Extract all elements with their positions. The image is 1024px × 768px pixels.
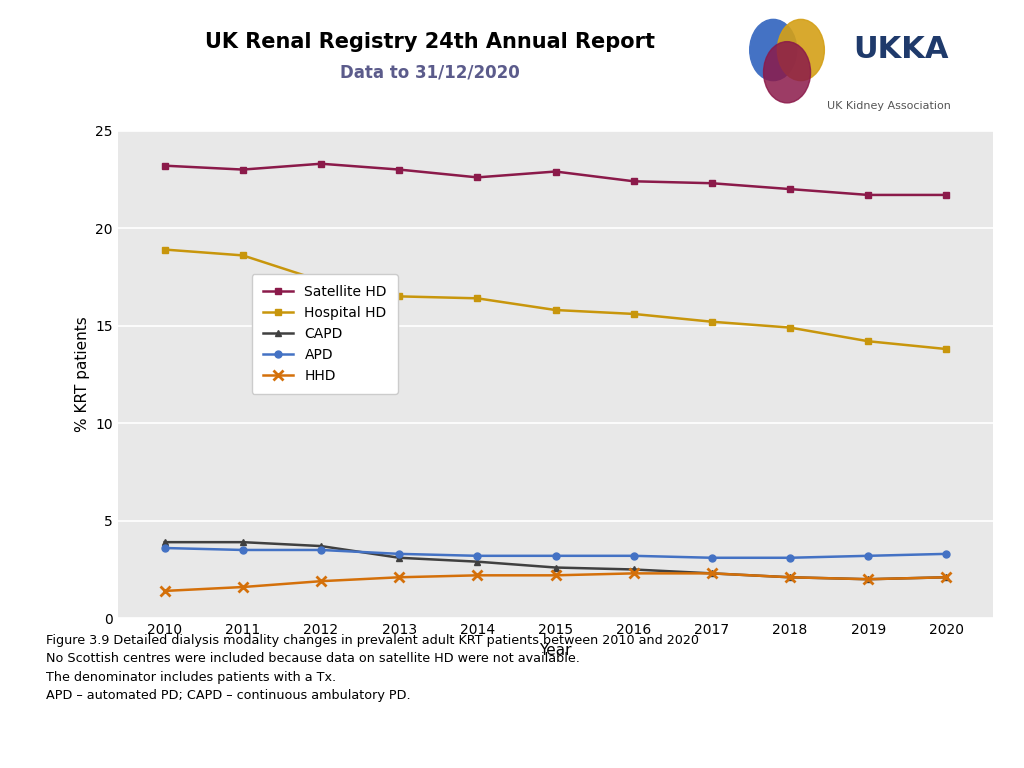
- Line: CAPD: CAPD: [161, 538, 950, 583]
- APD: [159, 544, 171, 553]
- Ellipse shape: [764, 41, 811, 103]
- Satellite HD: [549, 167, 561, 176]
- Line: HHD: HHD: [160, 568, 951, 596]
- APD: [862, 551, 874, 561]
- Hospital HD: [237, 251, 249, 260]
- Hospital HD: [862, 336, 874, 346]
- CAPD: [314, 541, 327, 551]
- APD: [314, 545, 327, 554]
- Text: UKKA: UKKA: [853, 35, 949, 65]
- HHD: [628, 569, 640, 578]
- Hospital HD: [159, 245, 171, 254]
- HHD: [393, 573, 406, 582]
- HHD: [237, 582, 249, 591]
- Text: UK Kidney Association: UK Kidney Association: [827, 101, 951, 111]
- APD: [549, 551, 561, 561]
- CAPD: [862, 574, 874, 584]
- Line: Satellite HD: Satellite HD: [161, 161, 950, 198]
- Text: UK Renal Registry 24th Annual Report: UK Renal Registry 24th Annual Report: [205, 32, 655, 52]
- X-axis label: Year: Year: [540, 643, 571, 657]
- Text: Data to 31/12/2020: Data to 31/12/2020: [340, 64, 520, 82]
- CAPD: [628, 565, 640, 574]
- HHD: [314, 577, 327, 586]
- CAPD: [940, 573, 952, 582]
- Line: APD: APD: [161, 545, 950, 561]
- APD: [628, 551, 640, 561]
- Ellipse shape: [750, 19, 797, 81]
- Hospital HD: [549, 306, 561, 315]
- HHD: [471, 571, 483, 580]
- APD: [784, 553, 797, 562]
- APD: [471, 551, 483, 561]
- Ellipse shape: [777, 19, 824, 81]
- Satellite HD: [393, 165, 406, 174]
- APD: [393, 549, 406, 558]
- Satellite HD: [314, 159, 327, 168]
- Satellite HD: [784, 184, 797, 194]
- APD: [940, 549, 952, 558]
- Hospital HD: [784, 323, 797, 333]
- Hospital HD: [940, 344, 952, 353]
- APD: [237, 545, 249, 554]
- HHD: [159, 586, 171, 595]
- CAPD: [784, 573, 797, 582]
- HHD: [784, 573, 797, 582]
- HHD: [862, 574, 874, 584]
- CAPD: [549, 563, 561, 572]
- APD: [706, 553, 718, 562]
- Satellite HD: [628, 177, 640, 186]
- CAPD: [159, 538, 171, 547]
- Hospital HD: [628, 310, 640, 319]
- Satellite HD: [471, 173, 483, 182]
- Satellite HD: [706, 179, 718, 188]
- Hospital HD: [706, 317, 718, 326]
- Hospital HD: [314, 276, 327, 286]
- Hospital HD: [393, 292, 406, 301]
- Hospital HD: [471, 293, 483, 303]
- HHD: [706, 569, 718, 578]
- Y-axis label: % KRT patients: % KRT patients: [75, 316, 90, 432]
- HHD: [549, 571, 561, 580]
- Satellite HD: [237, 165, 249, 174]
- Line: Hospital HD: Hospital HD: [161, 246, 950, 353]
- CAPD: [471, 557, 483, 566]
- Legend: Satellite HD, Hospital HD, CAPD, APD, HHD: Satellite HD, Hospital HD, CAPD, APD, HH…: [252, 274, 398, 394]
- CAPD: [393, 553, 406, 562]
- Satellite HD: [159, 161, 171, 170]
- Text: Figure 3.9 Detailed dialysis modality changes in prevalent adult KRT patients be: Figure 3.9 Detailed dialysis modality ch…: [46, 634, 699, 702]
- HHD: [940, 573, 952, 582]
- CAPD: [706, 569, 718, 578]
- CAPD: [237, 538, 249, 547]
- Satellite HD: [940, 190, 952, 200]
- Satellite HD: [862, 190, 874, 200]
